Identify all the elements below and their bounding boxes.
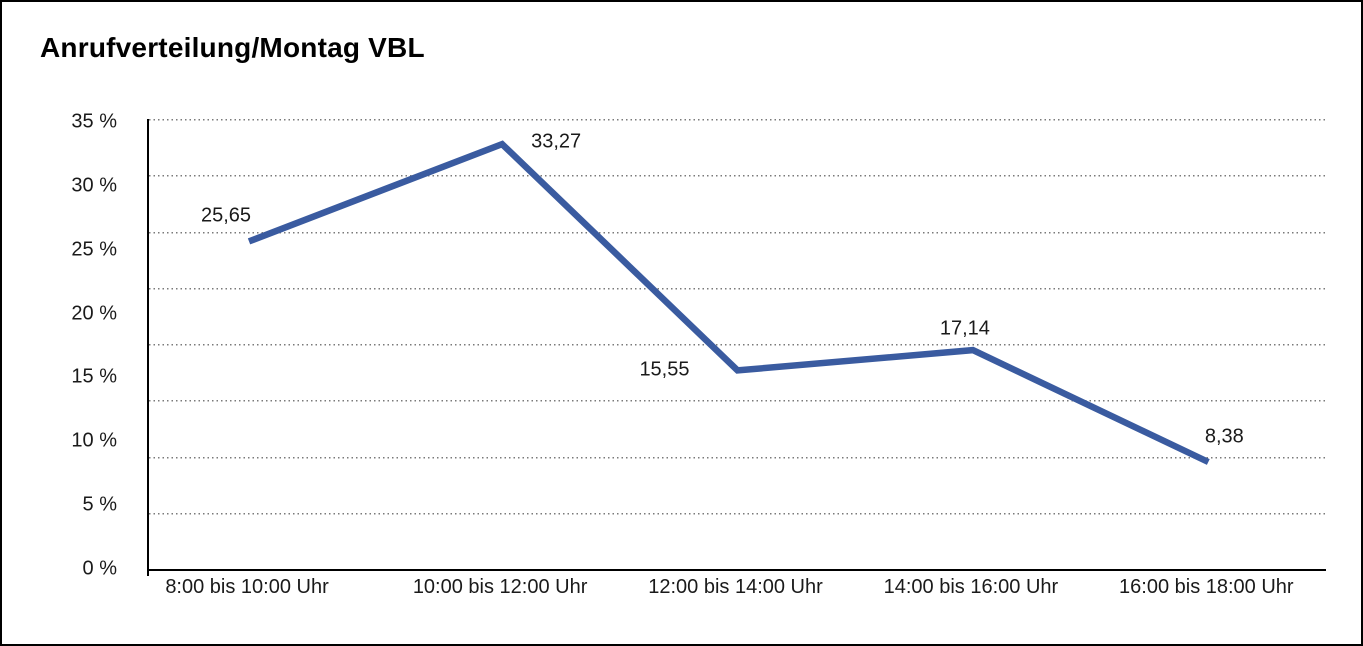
y-axis-tick-label: 15 % [71, 365, 117, 388]
gridline [149, 400, 1326, 403]
x-axis-category-label: 8:00 bis 10:00 Uhr [165, 576, 329, 598]
data-point-label: 33,27 [531, 130, 582, 153]
y-axis-tick-label: 5 % [82, 493, 117, 516]
plot-area: 25,65 33,27 15,55 17,14 8,38 [147, 119, 1326, 576]
gridline [149, 344, 1326, 346]
gridline [149, 175, 1326, 178]
y-axis-tick-label: 0 % [82, 557, 117, 580]
data-point-label: 8,38 [1204, 425, 1244, 448]
y-axis-tick-label: 25 % [71, 238, 117, 261]
chart-title: Anrufverteilung/Montag VBL [40, 32, 425, 63]
gridline [149, 456, 1326, 459]
gridline [149, 119, 1326, 121]
x-axis-category-label: 16:00 bis 18:00 Uhr [1119, 576, 1294, 598]
data-point-label: 17,14 [939, 317, 990, 340]
gridline [149, 231, 1326, 234]
data-point-label: 25,65 [200, 204, 252, 227]
x-axis-category-label: 10:00 bis 12:00 Uhr [412, 576, 588, 598]
y-axis-tick-label: 10 % [71, 429, 117, 452]
gridline [149, 287, 1326, 290]
x-axis-labels: 8:00 bis 10:00 Uhr 10:00 bis 12:00 Uhr 12:… [147, 576, 1324, 608]
y-axis-tick-label: 20 % [71, 302, 117, 325]
data-point-label: 15,55 [639, 358, 690, 381]
y-axis-labels: 35 % 30 % 25 % 20 % 15 % 10 % 5 % 0 % [2, 111, 132, 580]
chart-canvas [247, 140, 1210, 465]
x-axis-category-label: 14:00 bis 16:00 Uhr [883, 576, 1059, 598]
y-axis-line [147, 569, 149, 576]
y-axis-tick-label: 30 % [71, 174, 117, 197]
x-axis-category-label: 12:00 bis 14:00 Uhr [648, 576, 823, 598]
y-axis-tick-label: 35 % [71, 110, 117, 133]
data-line [247, 140, 1210, 465]
gridline [149, 512, 1326, 515]
